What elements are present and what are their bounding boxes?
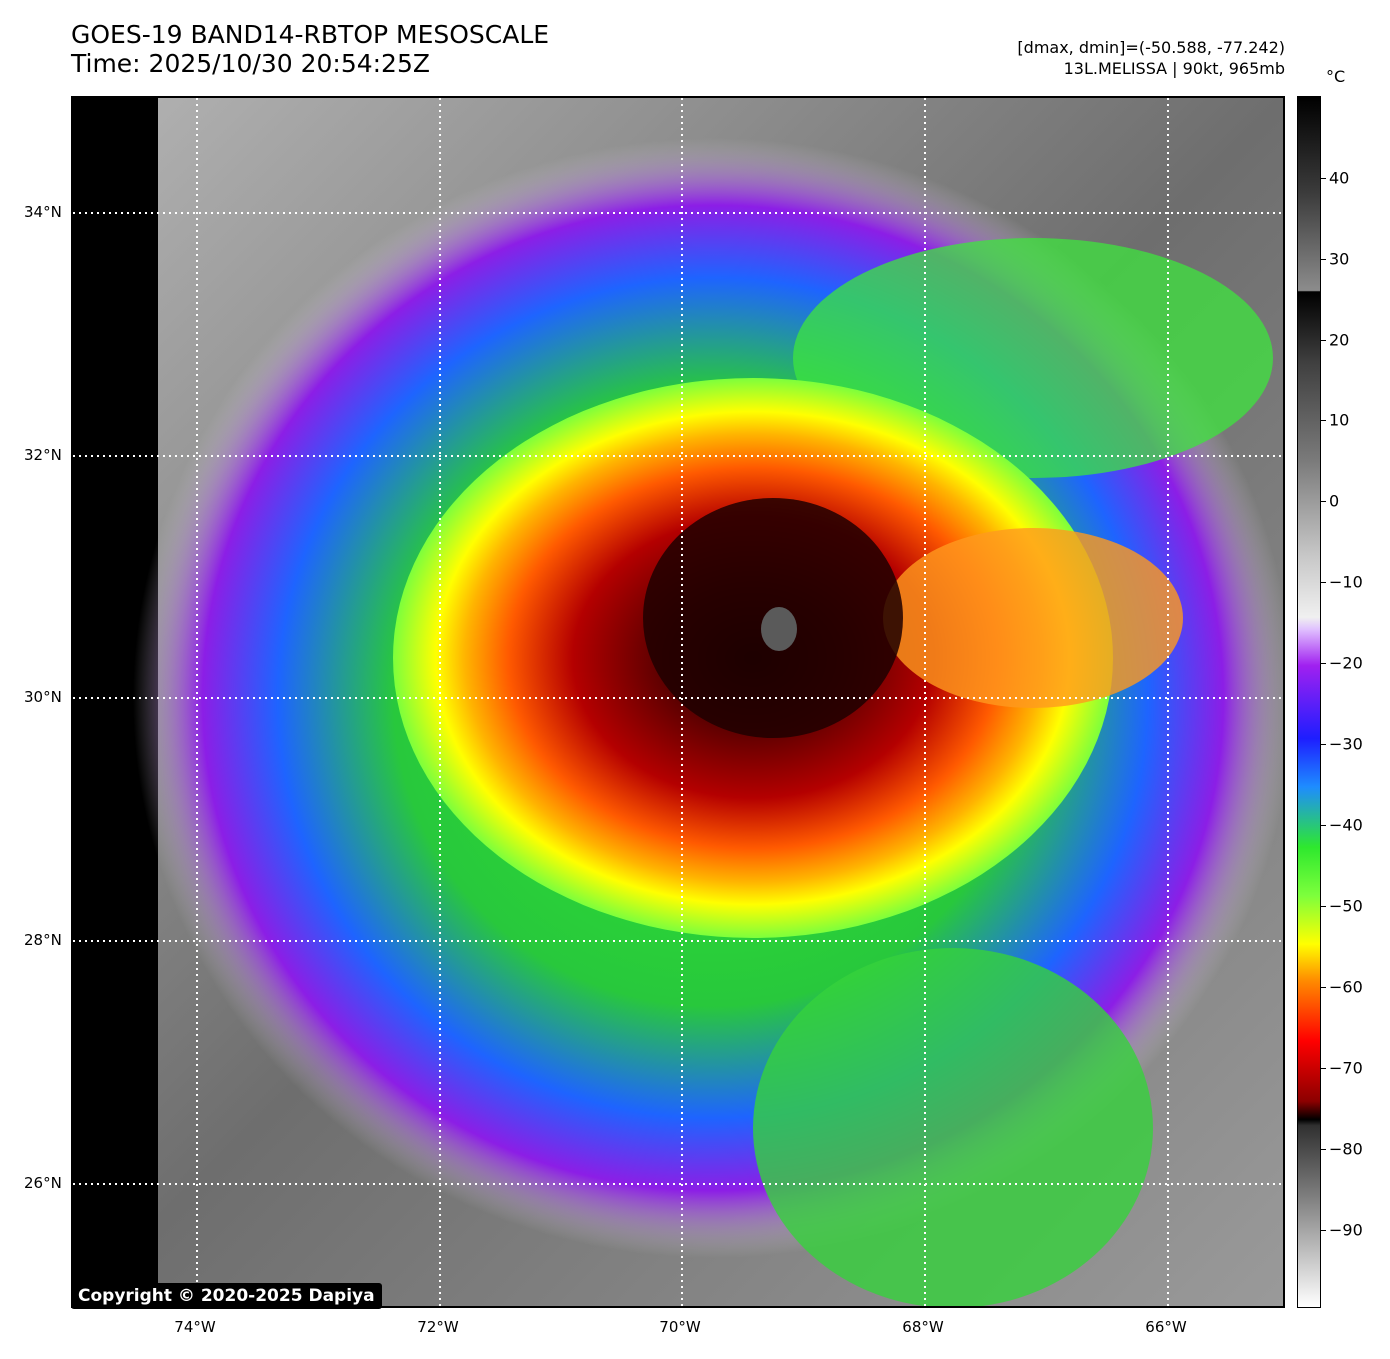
ctick-30: 30 [1329, 249, 1350, 269]
ctick-minus80: −80 [1329, 1139, 1363, 1159]
ctick-minus30: −30 [1329, 734, 1363, 754]
ctick-mark [1321, 582, 1326, 583]
colorbar-ticks: 40 30 20 10 0 −10 −20 −30 −40 −50 −60 −7… [1321, 96, 1390, 1308]
ctick-mark [1321, 825, 1326, 826]
ctick-mark [1321, 744, 1326, 745]
lat-label-32: 32°N [24, 446, 62, 464]
ctick-mark [1321, 178, 1326, 179]
gridlines [73, 98, 1283, 1306]
ctick-0: 0 [1329, 491, 1340, 511]
colorbar-unit: °C [1326, 67, 1346, 86]
ctick-mark [1321, 1149, 1326, 1150]
ctick-mark [1321, 906, 1326, 907]
lon-label-70: 70°W [659, 1318, 701, 1336]
lat-label-30: 30°N [24, 688, 62, 706]
ctick-minus10: −10 [1329, 572, 1363, 592]
ctick-mark [1321, 420, 1326, 421]
ctick-minus70: −70 [1329, 1058, 1363, 1078]
ctick-10: 10 [1329, 410, 1350, 430]
lon-label-72: 72°W [417, 1318, 459, 1336]
lon-label-66: 66°W [1145, 1318, 1187, 1336]
copyright-badge: Copyright © 2020-2025 Dapiya [71, 1283, 382, 1309]
ctick-mark [1321, 340, 1326, 341]
storm-info: 13L.MELISSA | 90kt, 965mb [1063, 59, 1285, 78]
overshooting-top [761, 607, 797, 651]
ir-imagery [73, 98, 1283, 1306]
ctick-minus20: −20 [1329, 653, 1363, 673]
ctick-mark [1321, 1068, 1326, 1069]
satellite-map [71, 96, 1285, 1308]
ctick-minus60: −60 [1329, 977, 1363, 997]
chart-title: GOES-19 BAND14-RBTOP MESOSCALE Time: 202… [71, 20, 549, 78]
lon-label-74: 74°W [174, 1318, 216, 1336]
ctick-mark [1321, 663, 1326, 664]
storm-meta: [dmax, dmin]=(-50.588, -77.242) 13L.MELI… [1017, 37, 1285, 79]
ctick-mark [1321, 259, 1326, 260]
timestamp: Time: 2025/10/30 20:54:25Z [71, 49, 430, 78]
ctick-40: 40 [1329, 168, 1350, 188]
lat-label-28: 28°N [24, 931, 62, 949]
ctick-mark [1321, 1230, 1326, 1231]
ctick-minus50: −50 [1329, 896, 1363, 916]
ctick-mark [1321, 987, 1326, 988]
ctick-20: 20 [1329, 330, 1350, 350]
data-range: [dmax, dmin]=(-50.588, -77.242) [1017, 38, 1285, 57]
ctick-mark [1321, 501, 1326, 502]
lat-label-26: 26°N [24, 1174, 62, 1192]
product-title: GOES-19 BAND14-RBTOP MESOSCALE [71, 20, 550, 49]
colorbar [1297, 96, 1321, 1308]
lat-label-34: 34°N [24, 203, 62, 221]
ctick-minus90: −90 [1329, 1220, 1363, 1240]
core-tail-east [883, 528, 1183, 708]
green-band-south [753, 948, 1153, 1306]
lon-label-68: 68°W [902, 1318, 944, 1336]
ctick-minus40: −40 [1329, 815, 1363, 835]
